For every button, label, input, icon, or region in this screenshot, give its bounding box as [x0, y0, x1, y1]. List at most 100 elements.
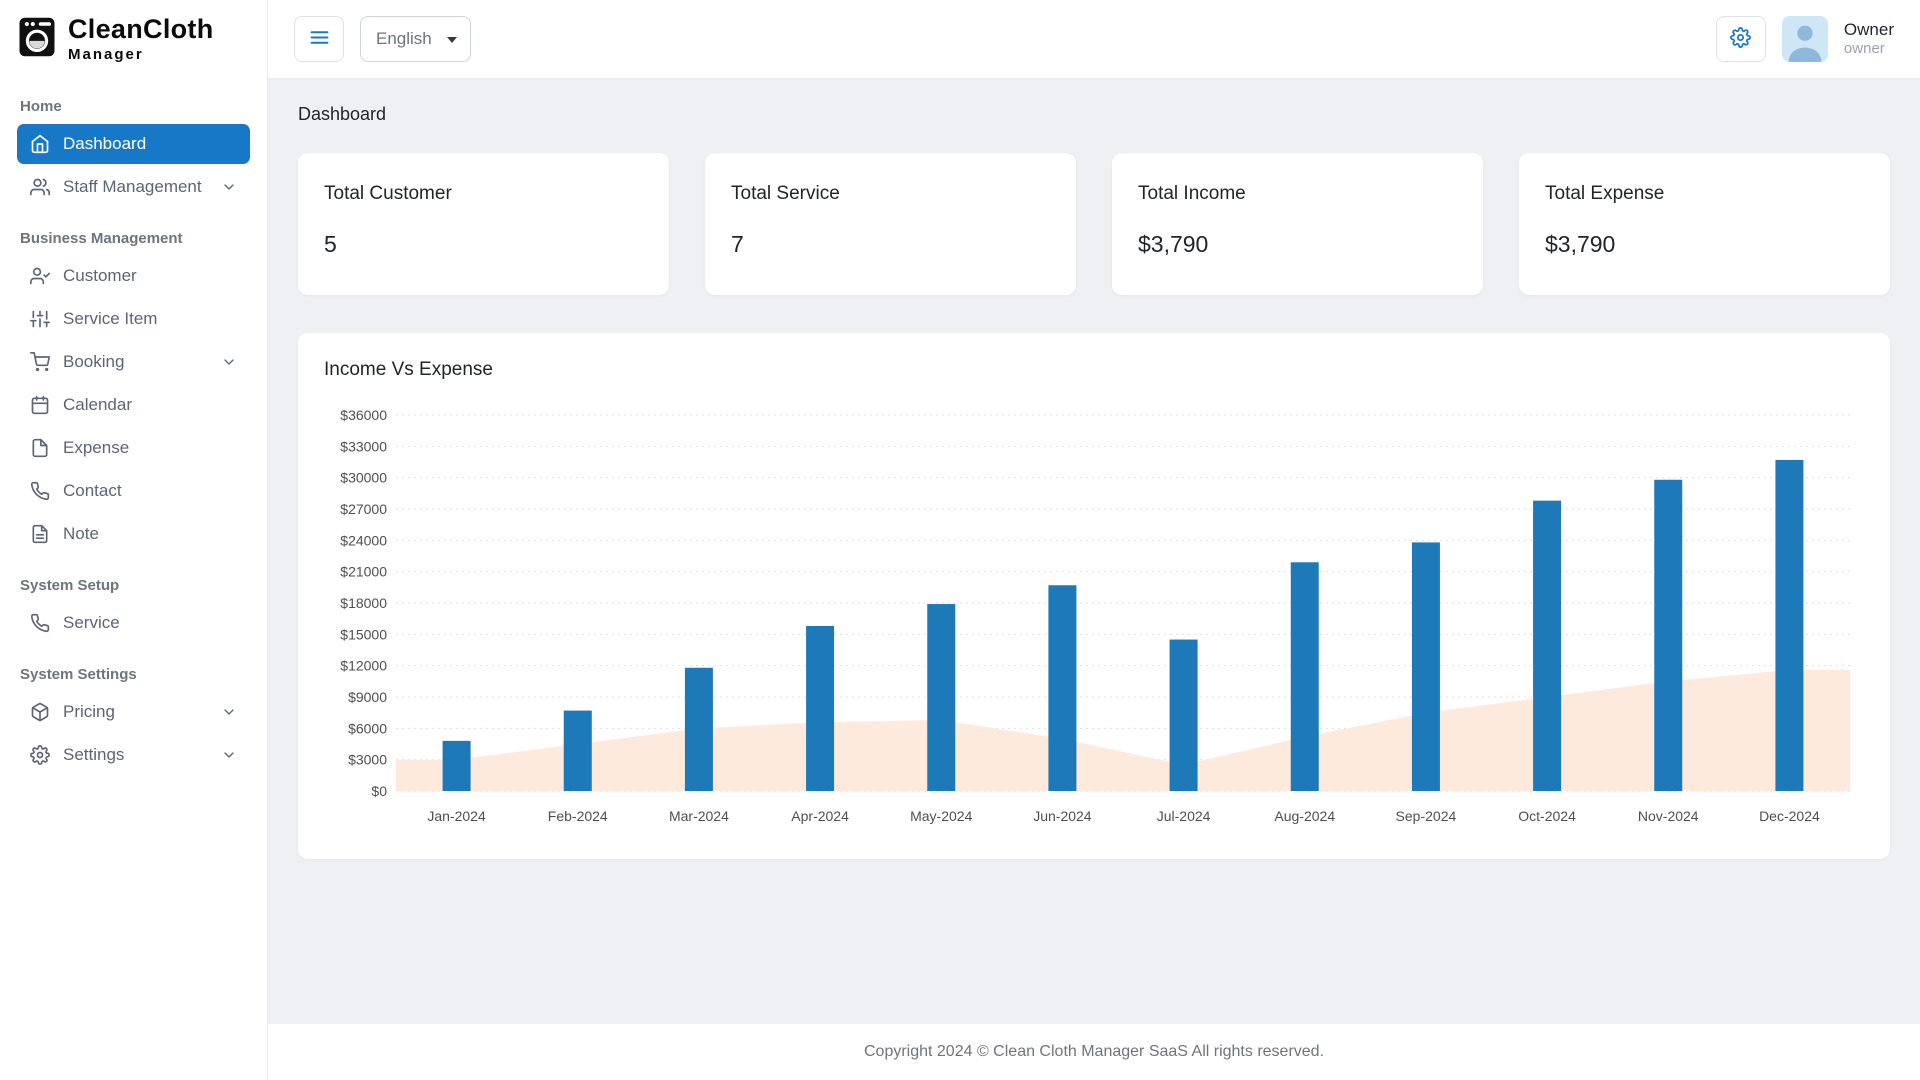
svg-text:$24000: $24000	[340, 532, 387, 548]
svg-text:$9000: $9000	[348, 689, 387, 705]
user-avatar[interactable]	[1781, 16, 1828, 62]
users-icon	[30, 177, 50, 197]
svg-text:$6000: $6000	[348, 720, 387, 736]
svg-text:$21000: $21000	[340, 564, 387, 580]
calendar-icon	[30, 395, 50, 415]
language-select[interactable]: English	[360, 16, 471, 62]
app-logo[interactable]: CleanCloth Manager	[0, 0, 267, 78]
box-icon	[30, 702, 50, 722]
sidebar-section-business-management: Business Management	[20, 230, 183, 247]
sidebar-item-booking[interactable]: Booking	[17, 342, 250, 382]
top-header: English Owner	[268, 0, 1920, 78]
stat-value: 5	[324, 231, 337, 257]
language-select-value: English	[376, 29, 432, 48]
sidebar-item-label: Expense	[63, 438, 130, 457]
sidebar-item-label: Pricing	[63, 702, 115, 721]
svg-text:Sep-2024: Sep-2024	[1396, 808, 1457, 824]
sidebar-item-label: Customer	[63, 266, 137, 285]
stat-label: Total Income	[1138, 183, 1246, 204]
sidebar-item-label: Staff Management	[63, 177, 202, 196]
gear-icon	[30, 745, 50, 765]
svg-text:Apr-2024: Apr-2024	[791, 808, 849, 824]
sidebar-item-contact[interactable]: Contact	[17, 471, 250, 511]
stat-cards: Total Customer 5 Total Service 7 Total I…	[298, 153, 1890, 295]
stat-label: Total Expense	[1545, 183, 1665, 204]
stat-value: $3,790	[1545, 231, 1616, 257]
chevron-down-icon	[221, 747, 237, 763]
user-name: Owner	[1843, 19, 1894, 39]
stat-value: $3,790	[1138, 231, 1209, 257]
page-content: Dashboard Total Customer 5 Total Service…	[268, 78, 1920, 1024]
sidebar-item-pricing[interactable]: Pricing	[17, 692, 250, 732]
copyright-text: Copyright 2024 © Clean Cloth Manager Saa…	[863, 1043, 1325, 1060]
user-role: owner	[1843, 40, 1885, 58]
sidebar-item-label: Calendar	[63, 395, 132, 414]
svg-text:$3000: $3000	[348, 752, 387, 768]
sidebar-item-label: Note	[63, 524, 99, 543]
sidebar-item-label: Service	[63, 613, 120, 632]
sliders-icon	[30, 309, 50, 329]
svg-text:Mar-2024: Mar-2024	[669, 808, 729, 824]
stat-card-total-income: Total Income $3,790	[1112, 153, 1483, 295]
sidebar-section-home: Home	[20, 98, 62, 115]
sidebar-item-label: Service Item	[63, 309, 158, 328]
sidebar-item-label: Settings	[63, 745, 125, 764]
page-title: Dashboard	[298, 104, 387, 124]
svg-text:$18000: $18000	[340, 595, 387, 611]
sidebar-item-dashboard[interactable]: Dashboard	[17, 124, 250, 164]
sidebar-item-note[interactable]: Note	[17, 514, 250, 554]
income-vs-expense-chart: $0 $3000 $6000 $9000 $12000 $15000 $18000 $2100…	[340, 407, 1850, 824]
chevron-down-icon	[221, 354, 237, 370]
stat-card-total-customer: Total Customer 5	[298, 153, 669, 295]
logo-title: CleanCloth	[68, 13, 214, 44]
sidebar-item-service-item[interactable]: Service Item	[17, 299, 250, 339]
stat-value: 7	[731, 231, 744, 257]
chart-title: Income Vs Expense	[324, 359, 493, 380]
sidebar-item-service[interactable]: Service	[17, 603, 250, 643]
sidebar-toggle-button[interactable]	[294, 16, 344, 62]
svg-text:$30000: $30000	[340, 470, 387, 486]
stat-label: Total Service	[731, 183, 840, 204]
settings-button[interactable]	[1715, 16, 1766, 62]
svg-text:Nov-2024: Nov-2024	[1638, 808, 1699, 824]
sidebar-item-calendar[interactable]: Calendar	[17, 385, 250, 425]
sidebar-section-system-setup: System Setup	[20, 577, 120, 594]
svg-text:$36000: $36000	[340, 407, 387, 423]
main-column: English Owner	[268, 0, 1920, 1080]
header-left: English	[294, 16, 471, 62]
svg-text:$27000: $27000	[340, 501, 387, 517]
svg-text:Jun-2024: Jun-2024	[1033, 808, 1092, 824]
home-icon	[30, 134, 50, 154]
sidebar: CleanCloth Manager Home Dashboard Staff …	[0, 0, 268, 1080]
washing-machine-icon	[16, 16, 58, 63]
svg-text:Jul-2024: Jul-2024	[1157, 808, 1211, 824]
svg-text:$15000: $15000	[340, 626, 387, 642]
stat-card-total-expense: Total Expense $3,790	[1519, 153, 1890, 295]
user-check-icon	[30, 266, 50, 286]
stat-card-total-service: Total Service 7	[705, 153, 1076, 295]
svg-text:Aug-2024: Aug-2024	[1274, 808, 1335, 824]
logo-text: CleanCloth Manager	[68, 13, 214, 63]
svg-text:$33000: $33000	[340, 438, 387, 454]
footer: Copyright 2024 © Clean Cloth Manager Saa…	[268, 1024, 1920, 1080]
sidebar-nav: Home Dashboard Staff Management Business…	[0, 78, 267, 778]
sidebar-item-label: Dashboard	[63, 134, 147, 153]
sidebar-section-system-settings: System Settings	[20, 666, 137, 683]
header-right: Owner owner	[1715, 16, 1894, 62]
chevron-down-icon	[221, 704, 237, 720]
hamburger-icon	[309, 27, 330, 51]
sidebar-item-staff-management[interactable]: Staff Management	[17, 167, 250, 207]
gear-icon	[1730, 27, 1752, 51]
caret-down-icon	[446, 37, 457, 43]
svg-text:May-2024: May-2024	[910, 808, 972, 824]
sidebar-item-customer[interactable]: Customer	[17, 256, 250, 296]
shopping-cart-icon	[30, 352, 50, 372]
svg-text:$0: $0	[371, 783, 387, 799]
svg-text:$12000: $12000	[340, 658, 387, 674]
logo-subtitle: Manager	[68, 45, 144, 63]
sidebar-item-settings[interactable]: Settings	[17, 735, 250, 775]
sidebar-item-expense[interactable]: Expense	[17, 428, 250, 468]
user-menu[interactable]: Owner owner	[1844, 20, 1894, 58]
svg-text:Dec-2024: Dec-2024	[1759, 808, 1820, 824]
